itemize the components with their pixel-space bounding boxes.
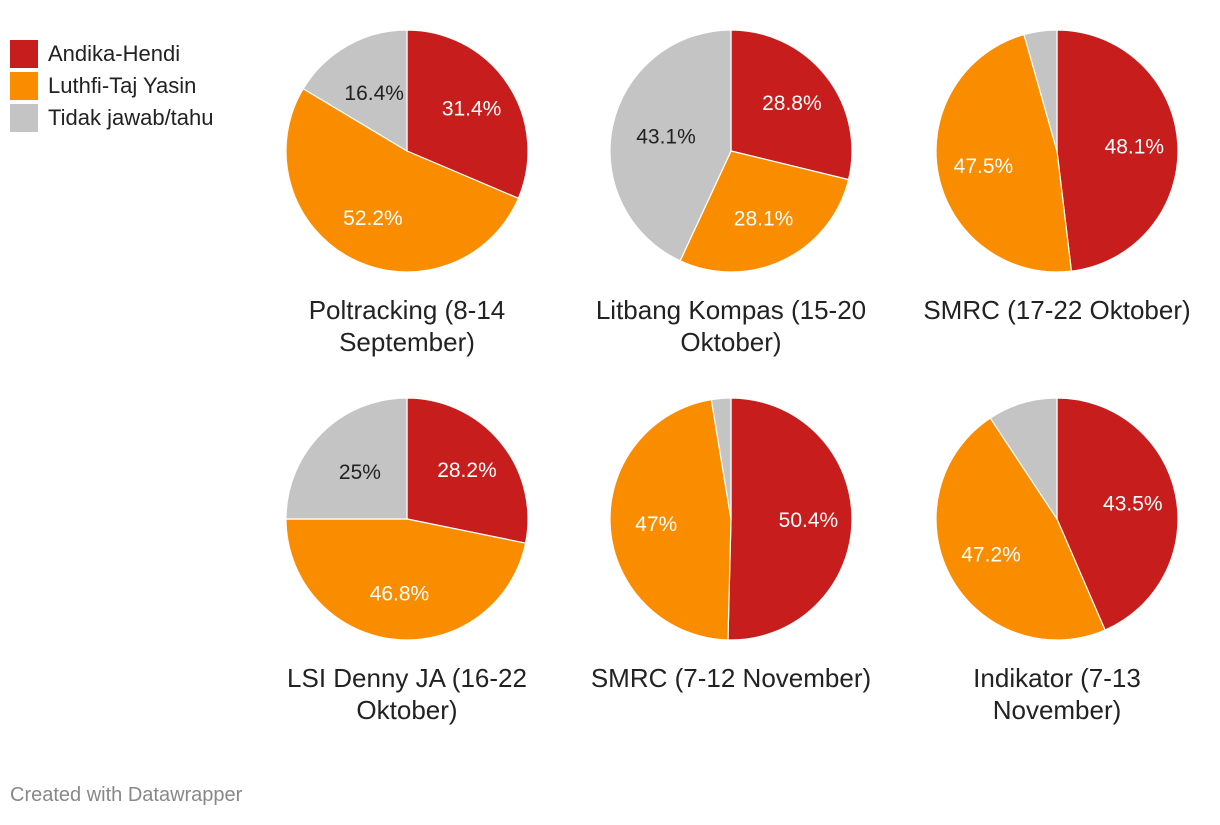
pie-chart-title: SMRC (7-12 November) [590, 663, 872, 693]
pie-slice [1056, 29, 1179, 272]
legend: Andika-Hendi Luthfi-Taj Yasin Tidak jawa… [10, 38, 214, 134]
legend-label: Andika-Hendi [48, 41, 181, 66]
pie-data-label: 31.4% [442, 97, 502, 120]
pie-chart: 28.2% 46.8% 25% [285, 397, 529, 641]
pie-data-label: 52.2% [343, 207, 403, 230]
pie-data-label: 47.2% [961, 544, 1021, 567]
pie-slice [1023, 29, 1058, 152]
pie-chart-title: Litbang Kompas (15-20 Oktober) [595, 295, 867, 357]
pie-slice [935, 33, 1073, 273]
pie-slice [727, 397, 853, 641]
pie-slice [730, 29, 853, 181]
pie-chart-title: Indikator (7-13 November) [973, 663, 1141, 725]
legend-swatch [10, 104, 38, 132]
legend-label: Luthfi-Taj Yasin [48, 73, 197, 98]
pie-slice [406, 397, 529, 544]
pie-data-label: 50.4% [779, 509, 839, 532]
pie-chart: 43.5% 47.2% [935, 397, 1179, 641]
pie-data-label: 28.1% [734, 208, 794, 231]
legend-swatch [10, 72, 38, 100]
pie-data-label: 25% [339, 461, 381, 484]
pie-chart-title: SMRC (17-22 Oktober) [923, 295, 1191, 325]
pie-chart: 31.4% 52.2% 16.4% [285, 29, 529, 273]
pie-slice [935, 417, 1106, 641]
pie-chart: 48.1% 47.5% [935, 29, 1179, 273]
pie-slice [710, 397, 732, 520]
pie-data-label: 43.1% [636, 126, 696, 149]
pie-slice [1056, 397, 1179, 631]
legend-item-andika-hendi: Andika-Hendi [10, 38, 214, 70]
pie-slice [285, 87, 520, 273]
pie-data-label: 16.4% [344, 82, 404, 105]
pie-slice [285, 518, 527, 641]
pie-chart: 50.4% 47% [609, 397, 853, 641]
pie-slice [609, 398, 732, 641]
pie-chart-title: Poltracking (8-14 September) [308, 295, 506, 357]
legend-swatch [10, 40, 38, 68]
legend-label: Tidak jawab/tahu [48, 105, 214, 130]
pie-data-label: 48.1% [1105, 135, 1165, 158]
pie-slice [609, 29, 732, 262]
pie-slice [302, 29, 408, 153]
pie-data-label: 47.5% [954, 155, 1014, 178]
legend-item-luthfi-taj-yasin: Luthfi-Taj Yasin [10, 70, 214, 102]
pie-slice [989, 397, 1058, 521]
pie-data-label: 43.5% [1103, 492, 1163, 515]
pie-data-label: 47% [635, 513, 677, 536]
pie-slice [285, 397, 408, 520]
pie-chart-title: LSI Denny JA (16-22 Oktober) [287, 663, 527, 725]
legend-item-tidak-jawab: Tidak jawab/tahu [10, 102, 214, 134]
pie-chart: 28.8% 28.1% 43.1% [609, 29, 853, 273]
pie-slice [679, 150, 850, 273]
pie-data-label: 46.8% [370, 583, 430, 606]
pie-data-label: 28.8% [762, 92, 822, 115]
pie-data-label: 28.2% [437, 459, 497, 482]
credit-text: Created with Datawrapper [10, 784, 243, 806]
pie-slice [406, 29, 529, 200]
